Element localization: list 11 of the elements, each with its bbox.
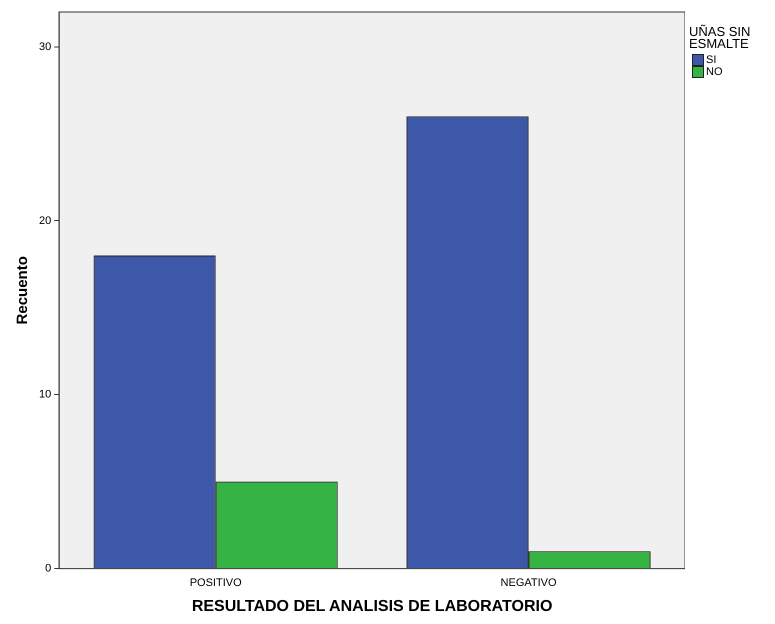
y-tick-label: 30 bbox=[38, 40, 52, 53]
legend-label: SI bbox=[706, 54, 716, 66]
legend-title: UÑAS SIN ESMALTE bbox=[689, 24, 752, 51]
y-axis-title: Recuento bbox=[14, 256, 32, 324]
x-axis-title: RESULTADO DEL ANALISIS DE LABORATORIO bbox=[192, 598, 552, 615]
x-tick-label: POSITIVO bbox=[190, 577, 242, 590]
y-tick-label: 10 bbox=[38, 388, 52, 401]
y-tick-label: 0 bbox=[45, 562, 52, 575]
y-tick-label: 20 bbox=[38, 214, 52, 227]
legend-label: NO bbox=[706, 66, 722, 78]
x-tick-label: NEGATIVO bbox=[500, 577, 558, 590]
